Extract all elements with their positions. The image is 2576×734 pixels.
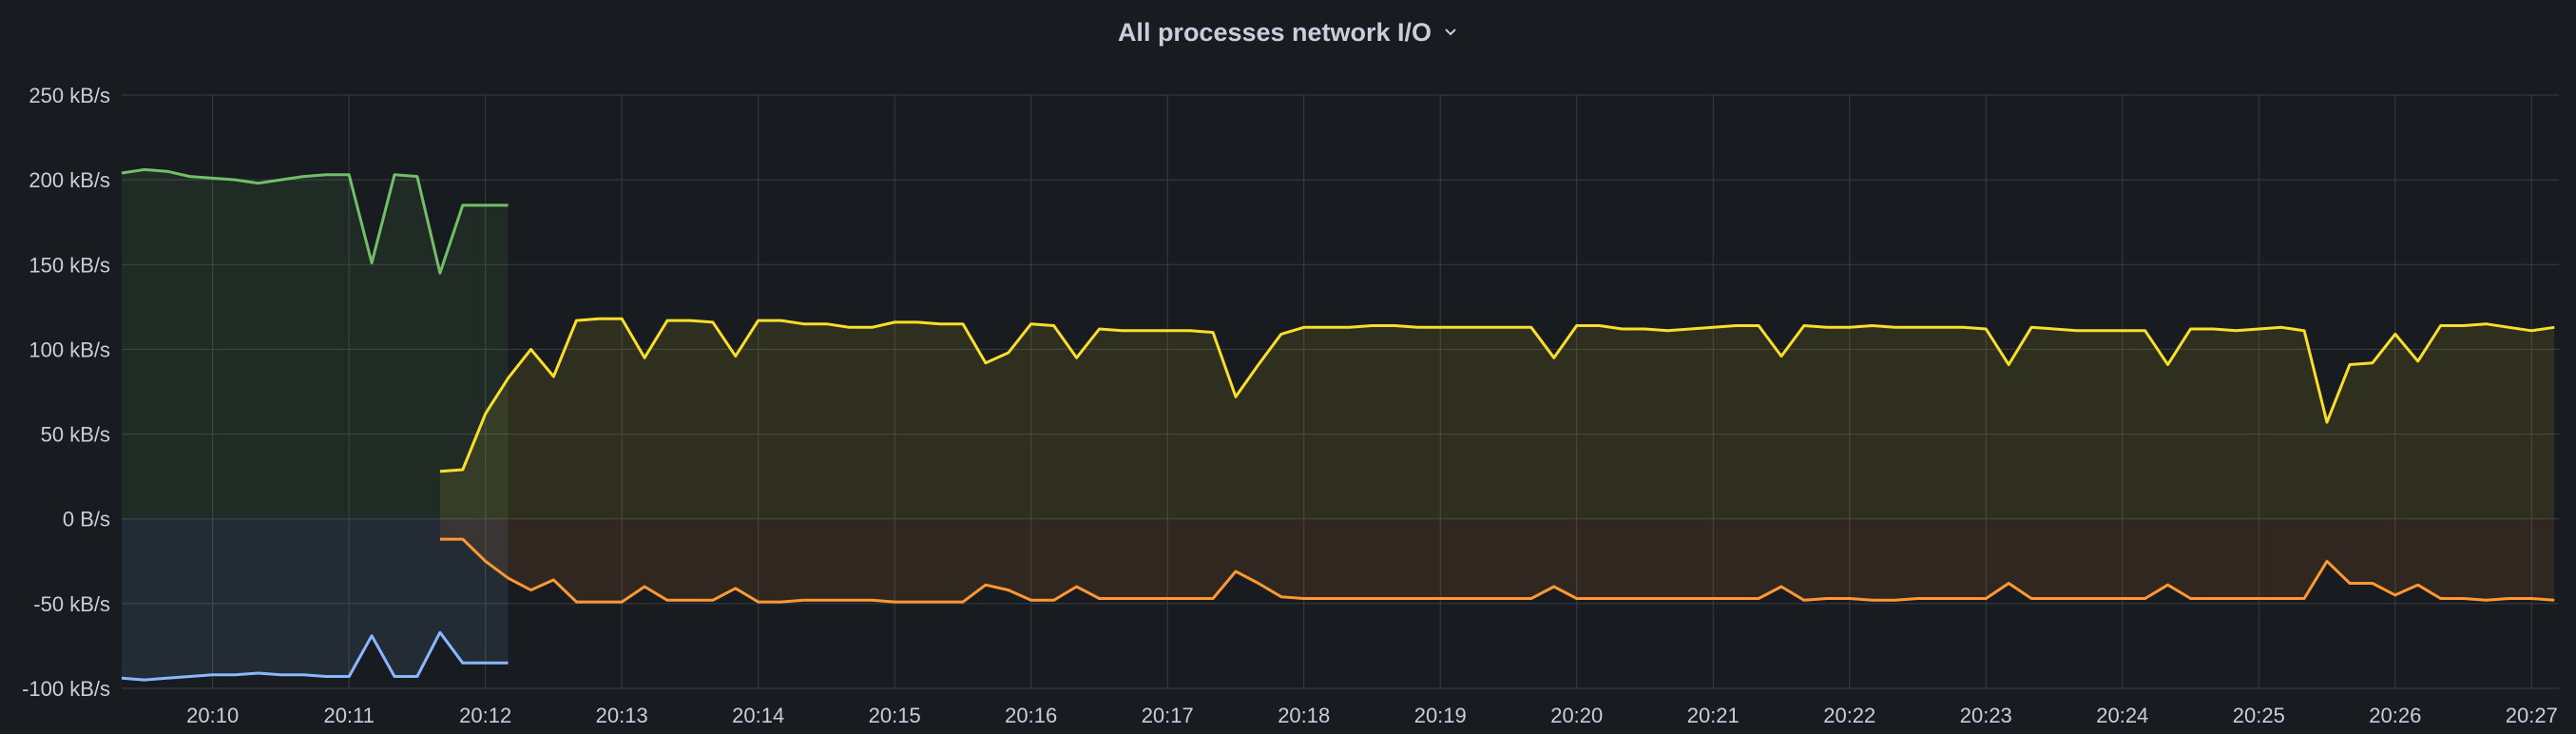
y-tick-label: 250 kB/s <box>29 84 110 107</box>
series-line-2[interactable] <box>439 317 2555 473</box>
x-axis: 20:10 20:11 20:12 20:13 20:14 20:15 20:16 20:17… <box>186 704 2558 727</box>
panel-title[interactable]: All processes network I/O <box>1117 17 1432 47</box>
series-area-0 <box>122 169 509 519</box>
series-line-3[interactable] <box>439 537 2555 604</box>
x-tick-label: 20:11 <box>323 704 374 727</box>
y-tick-label: -100 kB/s <box>22 677 110 701</box>
y-tick-label: 50 kB/s <box>41 423 110 447</box>
x-tick-label: 20:27 <box>2506 704 2558 727</box>
y-tick-label: 200 kB/s <box>29 168 110 192</box>
y-tick-label: 100 kB/s <box>29 338 110 361</box>
chevron-down-icon[interactable] <box>1443 27 1458 38</box>
x-tick-label: 20:18 <box>1278 704 1330 727</box>
series-area-2 <box>439 319 2555 519</box>
x-tick-label: 20:15 <box>869 704 921 727</box>
x-tick-label: 20:10 <box>186 704 239 727</box>
grid <box>122 94 2559 689</box>
x-tick-label: 20:13 <box>596 704 648 727</box>
x-tick-label: 20:22 <box>1823 704 1875 727</box>
series-areas <box>122 169 2555 681</box>
y-tick-label: 150 kB/s <box>29 253 110 277</box>
y-tick-label: -50 kB/s <box>33 592 110 616</box>
x-tick-label: 20:26 <box>2369 704 2421 727</box>
x-tick-label: 20:12 <box>459 704 511 727</box>
panel-header[interactable]: All processes network I/O <box>0 13 2576 51</box>
series-line-1[interactable] <box>121 630 509 682</box>
series-lines <box>121 167 2555 682</box>
x-tick-label: 20:21 <box>1687 704 1740 727</box>
x-tick-label: 20:23 <box>1960 704 2012 727</box>
y-tick-label: 0 B/s <box>63 508 110 531</box>
x-tick-label: 20:16 <box>1005 704 1057 727</box>
x-tick-label: 20:20 <box>1550 704 1603 727</box>
series-line-0[interactable] <box>121 167 509 275</box>
x-tick-label: 20:17 <box>1142 704 1194 727</box>
series-area-3 <box>439 518 2555 603</box>
x-tick-label: 20:19 <box>1414 704 1467 727</box>
x-tick-label: 20:14 <box>732 704 784 727</box>
x-tick-label: 20:25 <box>2233 704 2285 727</box>
series-area-1 <box>122 518 509 681</box>
y-axis: -100 kB/s -50 kB/s 0 B/s 50 kB/s 100 kB/s 150… <box>22 84 110 701</box>
x-tick-label: 20:24 <box>2096 704 2148 727</box>
